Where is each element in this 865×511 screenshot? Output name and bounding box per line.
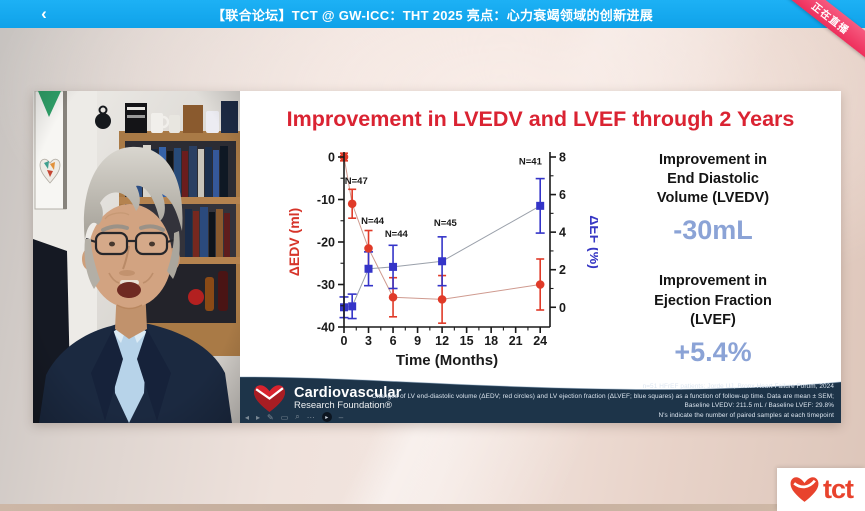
slide-footer: Cardiovascular Research Foundation® n=51…	[240, 374, 841, 423]
svg-text:12: 12	[435, 334, 449, 348]
chevron-left-icon: ‹	[41, 4, 47, 23]
top-bar: ‹ 【联合论坛】TCT @ GW-ICC：THT 2025 亮点：心力衰竭领域的…	[0, 0, 865, 28]
crf-heart-icon	[254, 385, 285, 412]
svg-text:N=44: N=44	[385, 229, 409, 240]
svg-text:N=41: N=41	[519, 157, 543, 168]
svg-text:6: 6	[559, 188, 566, 202]
svg-text:4: 4	[559, 226, 566, 240]
crf-name: Cardiovascular	[294, 384, 402, 401]
svg-text:ΔEDV (ml): ΔEDV (ml)	[286, 208, 302, 276]
svg-text:21: 21	[509, 334, 523, 348]
stat-lvedv-value: -30mL	[673, 215, 753, 246]
svg-text:0: 0	[559, 301, 566, 315]
svg-text:18: 18	[484, 334, 498, 348]
stat-lvedv-line3: Volume (LVEDV)	[656, 190, 770, 207]
zoom-icon[interactable]: ⌕	[295, 412, 300, 421]
svg-text:-30: -30	[317, 278, 335, 292]
prev-slide-icon[interactable]: ◂	[245, 412, 250, 422]
tct-heart-icon	[790, 477, 819, 502]
footer-curve	[240, 376, 841, 423]
speaker-illustration	[33, 91, 240, 423]
svg-text:N=44: N=44	[361, 216, 385, 227]
svg-text:6: 6	[390, 334, 397, 348]
speaker-video	[33, 91, 240, 423]
next-slide-icon[interactable]: ▸	[256, 412, 261, 422]
slide-title: Improvement in LVEDV and LVEF through 2 …	[286, 107, 795, 131]
footnote-legend: Changes of LV end-diastolic volume (ΔEDV…	[371, 392, 834, 400]
frame-icon[interactable]: ▭	[280, 412, 289, 422]
svg-text:N=47: N=47	[345, 176, 368, 187]
tct-logo-badge: tct	[777, 468, 865, 511]
stat-lvedv-line1: Improvement in	[659, 152, 767, 168]
stat-lvef-value: +5.4%	[674, 336, 752, 367]
stat-lvef-line3: (LVEF)	[690, 311, 736, 328]
minimize-icon[interactable]: –	[338, 412, 344, 422]
presentation-slide: Improvement in LVEDV and LVEF through 2 …	[240, 91, 841, 423]
more-options-icon[interactable]: ⋯	[306, 412, 315, 422]
bottom-strip	[0, 504, 865, 511]
svg-text:-40: -40	[317, 321, 335, 335]
svg-text:9: 9	[414, 334, 421, 348]
footnote-citation: n=51 HFrEF patients; Jorde UJ, Bronx Hea…	[642, 383, 834, 390]
stat-block-lvedv: Improvement in End Diastolic Volume (LVE…	[592, 151, 834, 246]
stat-lvef-line1: Improvement in	[659, 273, 767, 290]
stat-lvef-line2: Ejection Fraction	[654, 292, 772, 309]
pen-icon[interactable]: ✎	[267, 412, 274, 422]
svg-text:N=45: N=45	[434, 218, 458, 229]
svg-text:24: 24	[533, 334, 547, 348]
tct-logo-text: tct	[823, 474, 854, 504]
pointer-icon[interactable]: ▸	[321, 412, 332, 422]
footnote-n: N's indicate the number of paired sample…	[658, 411, 834, 419]
stats-panel: Improvement in End Diastolic Volume (LVE…	[592, 151, 834, 368]
svg-text:-20: -20	[317, 236, 335, 250]
main-panel: Improvement in LVEDV and LVEF through 2 …	[33, 91, 841, 423]
svg-text:3: 3	[365, 334, 372, 348]
svg-text:Time (Months): Time (Months)	[396, 352, 498, 369]
back-button[interactable]: ‹	[30, 0, 58, 28]
svg-text:15: 15	[460, 334, 474, 348]
crf-logo: Cardiovascular Research Foundation®	[252, 383, 402, 414]
stream-title: 【联合论坛】TCT @ GW-ICC：THT 2025 亮点：心力衰竭领域的创新…	[211, 7, 654, 23]
svg-text:-10: -10	[317, 193, 335, 207]
svg-text:0: 0	[341, 334, 348, 348]
stat-lvedv-line2: End Diastolic	[667, 171, 759, 188]
slideshow-toolbar: ◂ ▸ ✎ ▭ ⌕ ⋯ ▸ –	[245, 412, 343, 422]
svg-text:8: 8	[559, 151, 566, 165]
svg-text:0: 0	[328, 151, 335, 165]
svg-text:2: 2	[559, 263, 566, 277]
crf-subname: Research Foundation®	[294, 400, 392, 412]
slide-footnotes: n=51 HFrEF patients; Jorde UJ, Bronx Hea…	[372, 382, 834, 420]
stat-block-lvef: Improvement in Ejection Fraction (LVEF) …	[592, 272, 834, 367]
footnote-baseline: Baseline LVEDV: 211.5 mL / Baseline LVEF…	[684, 402, 834, 410]
